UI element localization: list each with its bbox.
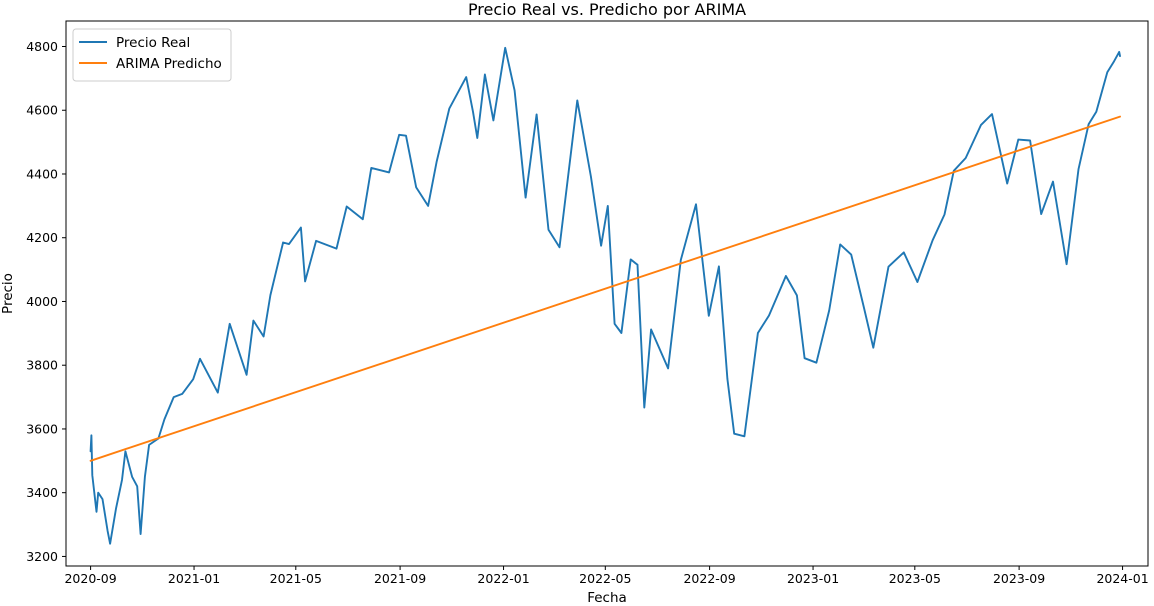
x-tick-label: 2023-05 — [889, 571, 941, 586]
x-tick-label: 2022-05 — [579, 571, 631, 586]
y-tick-label: 4800 — [26, 39, 58, 54]
x-tick-label: 2021-01 — [168, 571, 220, 586]
series-line-precio-real — [91, 48, 1120, 544]
x-axis-title: Fecha — [587, 590, 627, 606]
y-tick-label: 3800 — [26, 358, 58, 373]
x-tick-label: 2023-09 — [993, 571, 1045, 586]
x-axis: 2020-09 2021-01 2021-05 2021-09 2022-01 2022-… — [64, 566, 1148, 586]
y-tick-label: 4000 — [26, 294, 58, 309]
series-layer — [91, 48, 1120, 544]
legend: Precio Real ARIMA Predicho — [73, 29, 231, 81]
y-tick-label: 4600 — [26, 103, 58, 118]
plot-area-frame — [66, 21, 1148, 566]
x-tick-label: 2020-09 — [64, 571, 116, 586]
y-axis-title: Precio — [0, 273, 16, 314]
x-tick-label: 2024-01 — [1096, 571, 1148, 586]
x-tick-label: 2023-01 — [787, 571, 839, 586]
x-tick-label: 2022-09 — [683, 571, 735, 586]
x-tick-label: 2022-01 — [477, 571, 529, 586]
chart-title: Precio Real vs. Predicho por ARIMA — [468, 0, 746, 19]
y-tick-label: 4200 — [26, 230, 58, 245]
y-tick-label: 3600 — [26, 421, 58, 436]
y-tick-label: 4400 — [26, 166, 58, 181]
legend-label: Precio Real — [116, 35, 190, 51]
y-axis: 3200 3400 3600 3800 4000 4200 4400 4600 4800 — [26, 39, 66, 564]
y-tick-label: 3400 — [26, 485, 58, 500]
series-line-arima-predicho — [91, 117, 1120, 461]
x-tick-label: 2021-09 — [374, 571, 426, 586]
y-tick-label: 3200 — [26, 549, 58, 564]
legend-label: ARIMA Predicho — [116, 56, 222, 72]
x-tick-label: 2021-05 — [270, 571, 322, 586]
